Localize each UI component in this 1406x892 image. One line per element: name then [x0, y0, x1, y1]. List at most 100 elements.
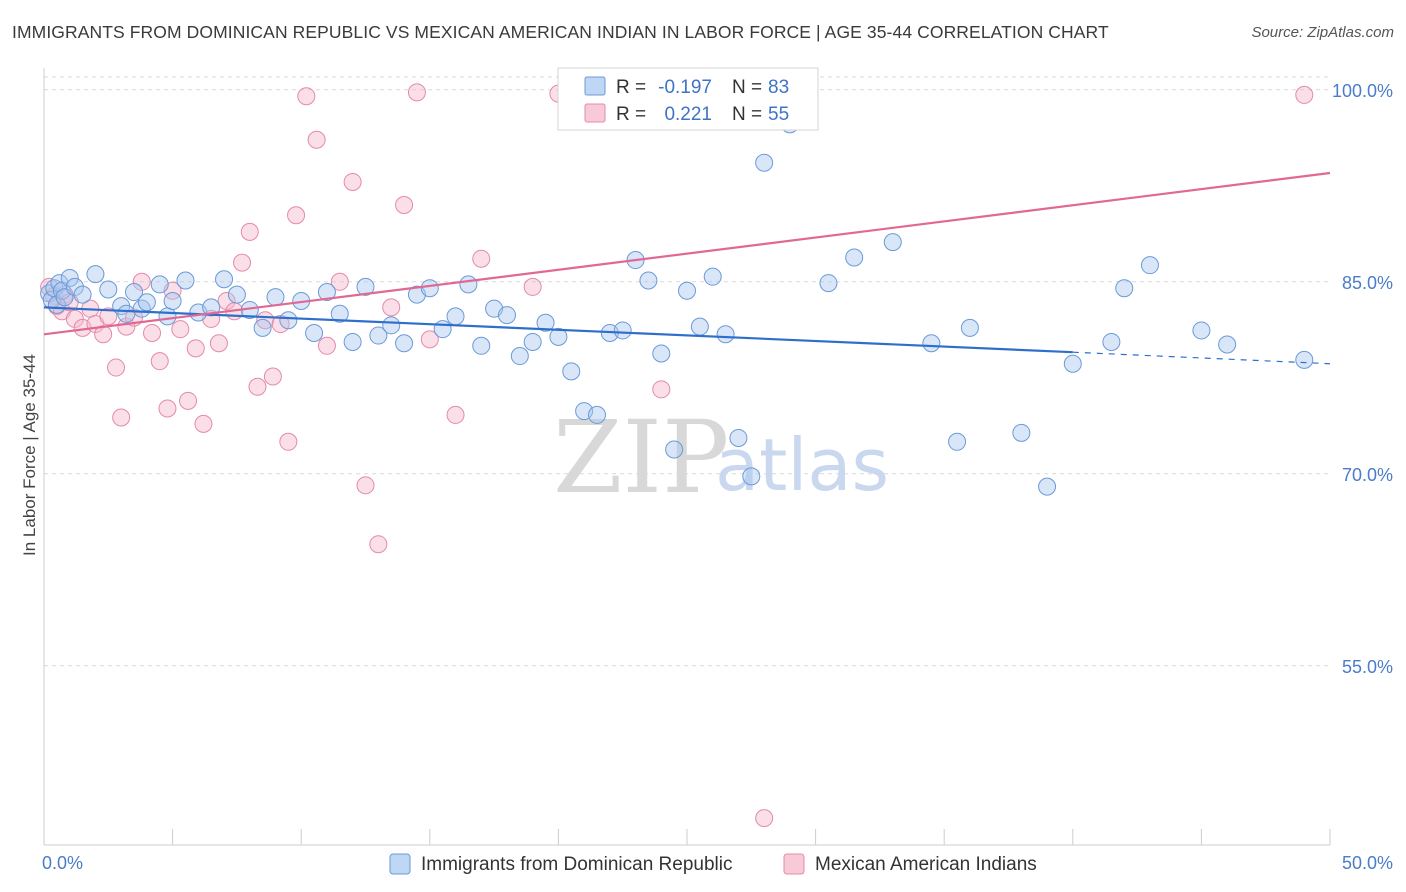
scatter-point-blue [562, 362, 581, 381]
scatter-point-blue [65, 277, 84, 296]
scatter-point-pink [1295, 85, 1314, 104]
scatter-point-pink [217, 292, 236, 310]
scatter-point-pink [158, 399, 177, 418]
legend-n-label: N = [732, 77, 762, 98]
scatter-point-pink [186, 339, 205, 358]
chart-source: Source: ZipAtlas.com [1251, 24, 1394, 41]
scatter-point-pink [472, 249, 491, 268]
scatter-point-blue [1012, 423, 1031, 442]
scatter-point-blue [446, 307, 465, 326]
scatter-point-blue [459, 275, 478, 294]
series-immigrants-dominican-republic [40, 115, 1314, 496]
scatter-point-pink [652, 380, 671, 399]
legend-n-label: N = [732, 104, 762, 125]
scatter-point-blue [86, 265, 105, 284]
scatter-point-pink [240, 222, 259, 241]
scatter-point-blue [755, 153, 774, 172]
grid-lines [44, 76, 1330, 667]
scatter-point-blue [960, 318, 979, 337]
scatter-point-pink [343, 172, 362, 191]
scatter-point-pink [209, 334, 228, 353]
scatter-point-pink [279, 432, 298, 451]
scatter-point-blue [227, 285, 246, 304]
scatter-point-blue [678, 281, 696, 300]
scatter-point-pink [755, 809, 774, 828]
y-tick-labels: 55.0% 70.0% 85.0% 100.0% [1332, 81, 1393, 677]
scatter-point-blue [176, 271, 195, 290]
x-tick-label-min: 0.0% [42, 853, 83, 873]
scatter-point-pink [307, 130, 326, 149]
y-axis-label: In Labor Force | Age 35-44 [20, 354, 39, 556]
scatter-point-blue [117, 304, 136, 323]
scatter-point-pink [523, 277, 542, 296]
y-tick-label: 100.0% [1332, 81, 1393, 101]
scatter-point-pink [112, 408, 131, 427]
scatter-point-blue [883, 233, 902, 252]
y-tick-label: 70.0% [1342, 465, 1393, 485]
axes [43, 68, 1331, 846]
scatter-point-blue [356, 277, 375, 296]
scatter-point-pink [143, 324, 162, 342]
scatter-point-blue [202, 298, 221, 317]
scatter-point-blue [99, 280, 118, 299]
scatter-point-blue [158, 307, 177, 326]
watermark-atlas: atlas [715, 423, 889, 507]
trend-lines [43, 171, 1331, 365]
scatter-point-pink [369, 535, 388, 554]
bottom-legend-label-blue: Immigrants from Dominican Republic [421, 854, 733, 875]
scatter-point-blue [215, 270, 234, 289]
scatter-point-pink [287, 206, 306, 225]
y-tick-label: 55.0% [1342, 657, 1393, 677]
bottom-legend-swatch-blue [389, 853, 411, 875]
scatter-point-blue [433, 320, 452, 339]
scatter-point-blue [742, 467, 761, 486]
scatter-point-pink [99, 307, 118, 326]
scatter-point-pink [150, 352, 169, 371]
scatter-point-blue [266, 288, 285, 307]
scatter-point-blue [73, 285, 92, 304]
bottom-legend: Immigrants from Dominican Republic Mexic… [389, 853, 1037, 875]
scatter-point-pink [132, 272, 151, 291]
scatter-point-blue [1063, 354, 1082, 373]
scatter-point-blue [948, 432, 967, 451]
scatter-point-pink [420, 330, 439, 349]
scatter-point-blue [587, 405, 606, 424]
scatter-point-blue [523, 332, 542, 351]
scatter-point-pink [330, 272, 349, 291]
scatter-point-pink [194, 414, 213, 433]
watermark: ZIP atlas [553, 399, 889, 516]
legend-swatch-pink [584, 103, 606, 123]
scatter-point-blue [125, 283, 144, 302]
scatter-point-blue [819, 274, 838, 293]
scatter-point-pink [107, 358, 126, 377]
scatter-point-pink [317, 336, 336, 355]
scatter-point-blue [922, 334, 941, 353]
scatter-point-blue [1038, 477, 1057, 496]
legend-n-value: 83 [768, 77, 789, 98]
scatter-point-blue [1218, 335, 1237, 354]
legend-r-label: R = [616, 104, 646, 125]
scatter-point-blue [497, 306, 516, 325]
scatter-point-blue [639, 271, 658, 290]
scatter-point-blue [1102, 332, 1121, 351]
scatter-point-pink [297, 87, 316, 106]
scatter-point-pink [395, 196, 414, 214]
bottom-legend-label-pink: Mexican American Indians [815, 854, 1037, 875]
scatter-point-blue [1140, 256, 1159, 275]
scatter-point-blue [472, 336, 491, 355]
scatter-point-pink [248, 377, 267, 396]
scatter-point-blue [690, 317, 709, 336]
legend-swatch-blue [584, 76, 606, 96]
scatter-point-pink [263, 367, 282, 386]
chart-title: IMMIGRANTS FROM DOMINICAN REPUBLIC VS ME… [12, 22, 1109, 42]
watermark-zip: ZIP [553, 399, 729, 516]
bottom-legend-swatch-pink [783, 853, 805, 875]
trend-line-blue [43, 306, 1073, 354]
scatter-point-blue [317, 283, 336, 302]
scatter-point-pink [233, 253, 252, 272]
scatter-point-blue [1115, 279, 1134, 298]
scatter-point-pink [446, 405, 465, 424]
scatter-point-blue [60, 268, 79, 287]
scatter-point-blue [549, 327, 568, 346]
